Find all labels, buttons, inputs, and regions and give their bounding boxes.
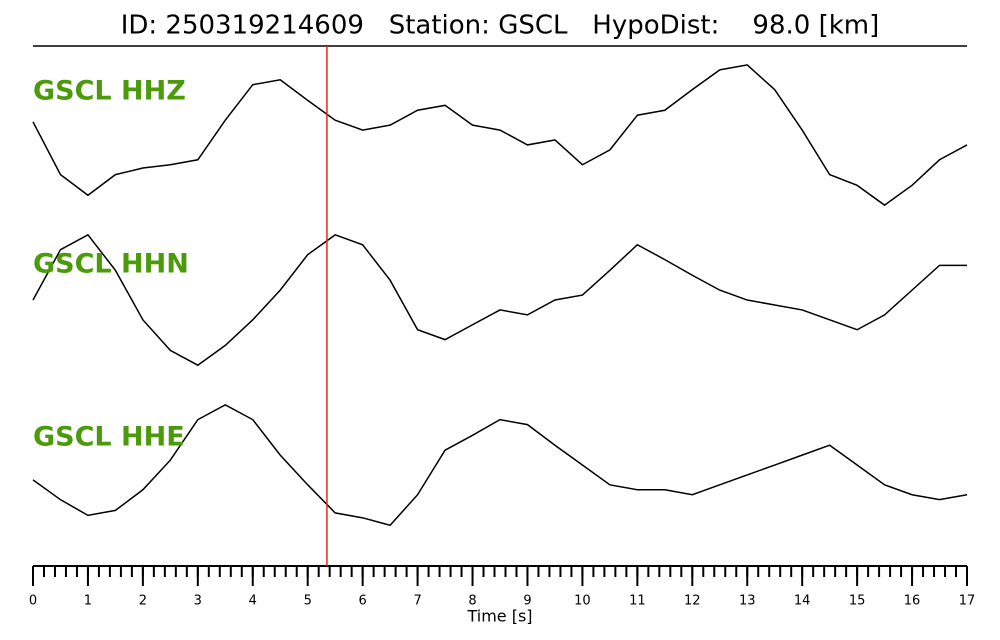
x-tick-label: 1: [84, 594, 92, 609]
x-tick-label: 15: [849, 594, 866, 609]
trace: [32, 403, 968, 527]
x-tick-label: 12: [684, 594, 701, 609]
x-tick-label: 6: [359, 594, 367, 609]
chart-title: ID: 250319214609 Station: GSCL HypoDist:…: [121, 11, 880, 41]
trace: [32, 64, 968, 207]
x-tick-label: 4: [249, 594, 257, 609]
x-axis-label: Time [s]: [466, 607, 532, 626]
x-tick-label: 13: [739, 594, 756, 609]
x-tick-label: 7: [413, 594, 421, 609]
x-tick-label: 5: [304, 594, 312, 609]
x-tick-label: 11: [629, 594, 646, 609]
trace-label: GSCL HHE: [33, 422, 185, 453]
x-tick-label: 17: [959, 594, 976, 609]
x-tick-label: 10: [574, 594, 591, 609]
x-tick-label: 8: [468, 594, 476, 609]
trace: [32, 233, 967, 367]
x-tick-label: 3: [194, 594, 202, 609]
x-tick-label: 2: [139, 594, 147, 609]
trace-label: GSCL HHZ: [33, 76, 186, 107]
x-tick-label: 0: [29, 594, 37, 609]
trace-label: GSCL HHN: [33, 249, 189, 280]
x-tick-label: 14: [794, 594, 811, 609]
x-tick-label: 16: [904, 594, 921, 609]
x-tick-label: 9: [523, 594, 531, 609]
